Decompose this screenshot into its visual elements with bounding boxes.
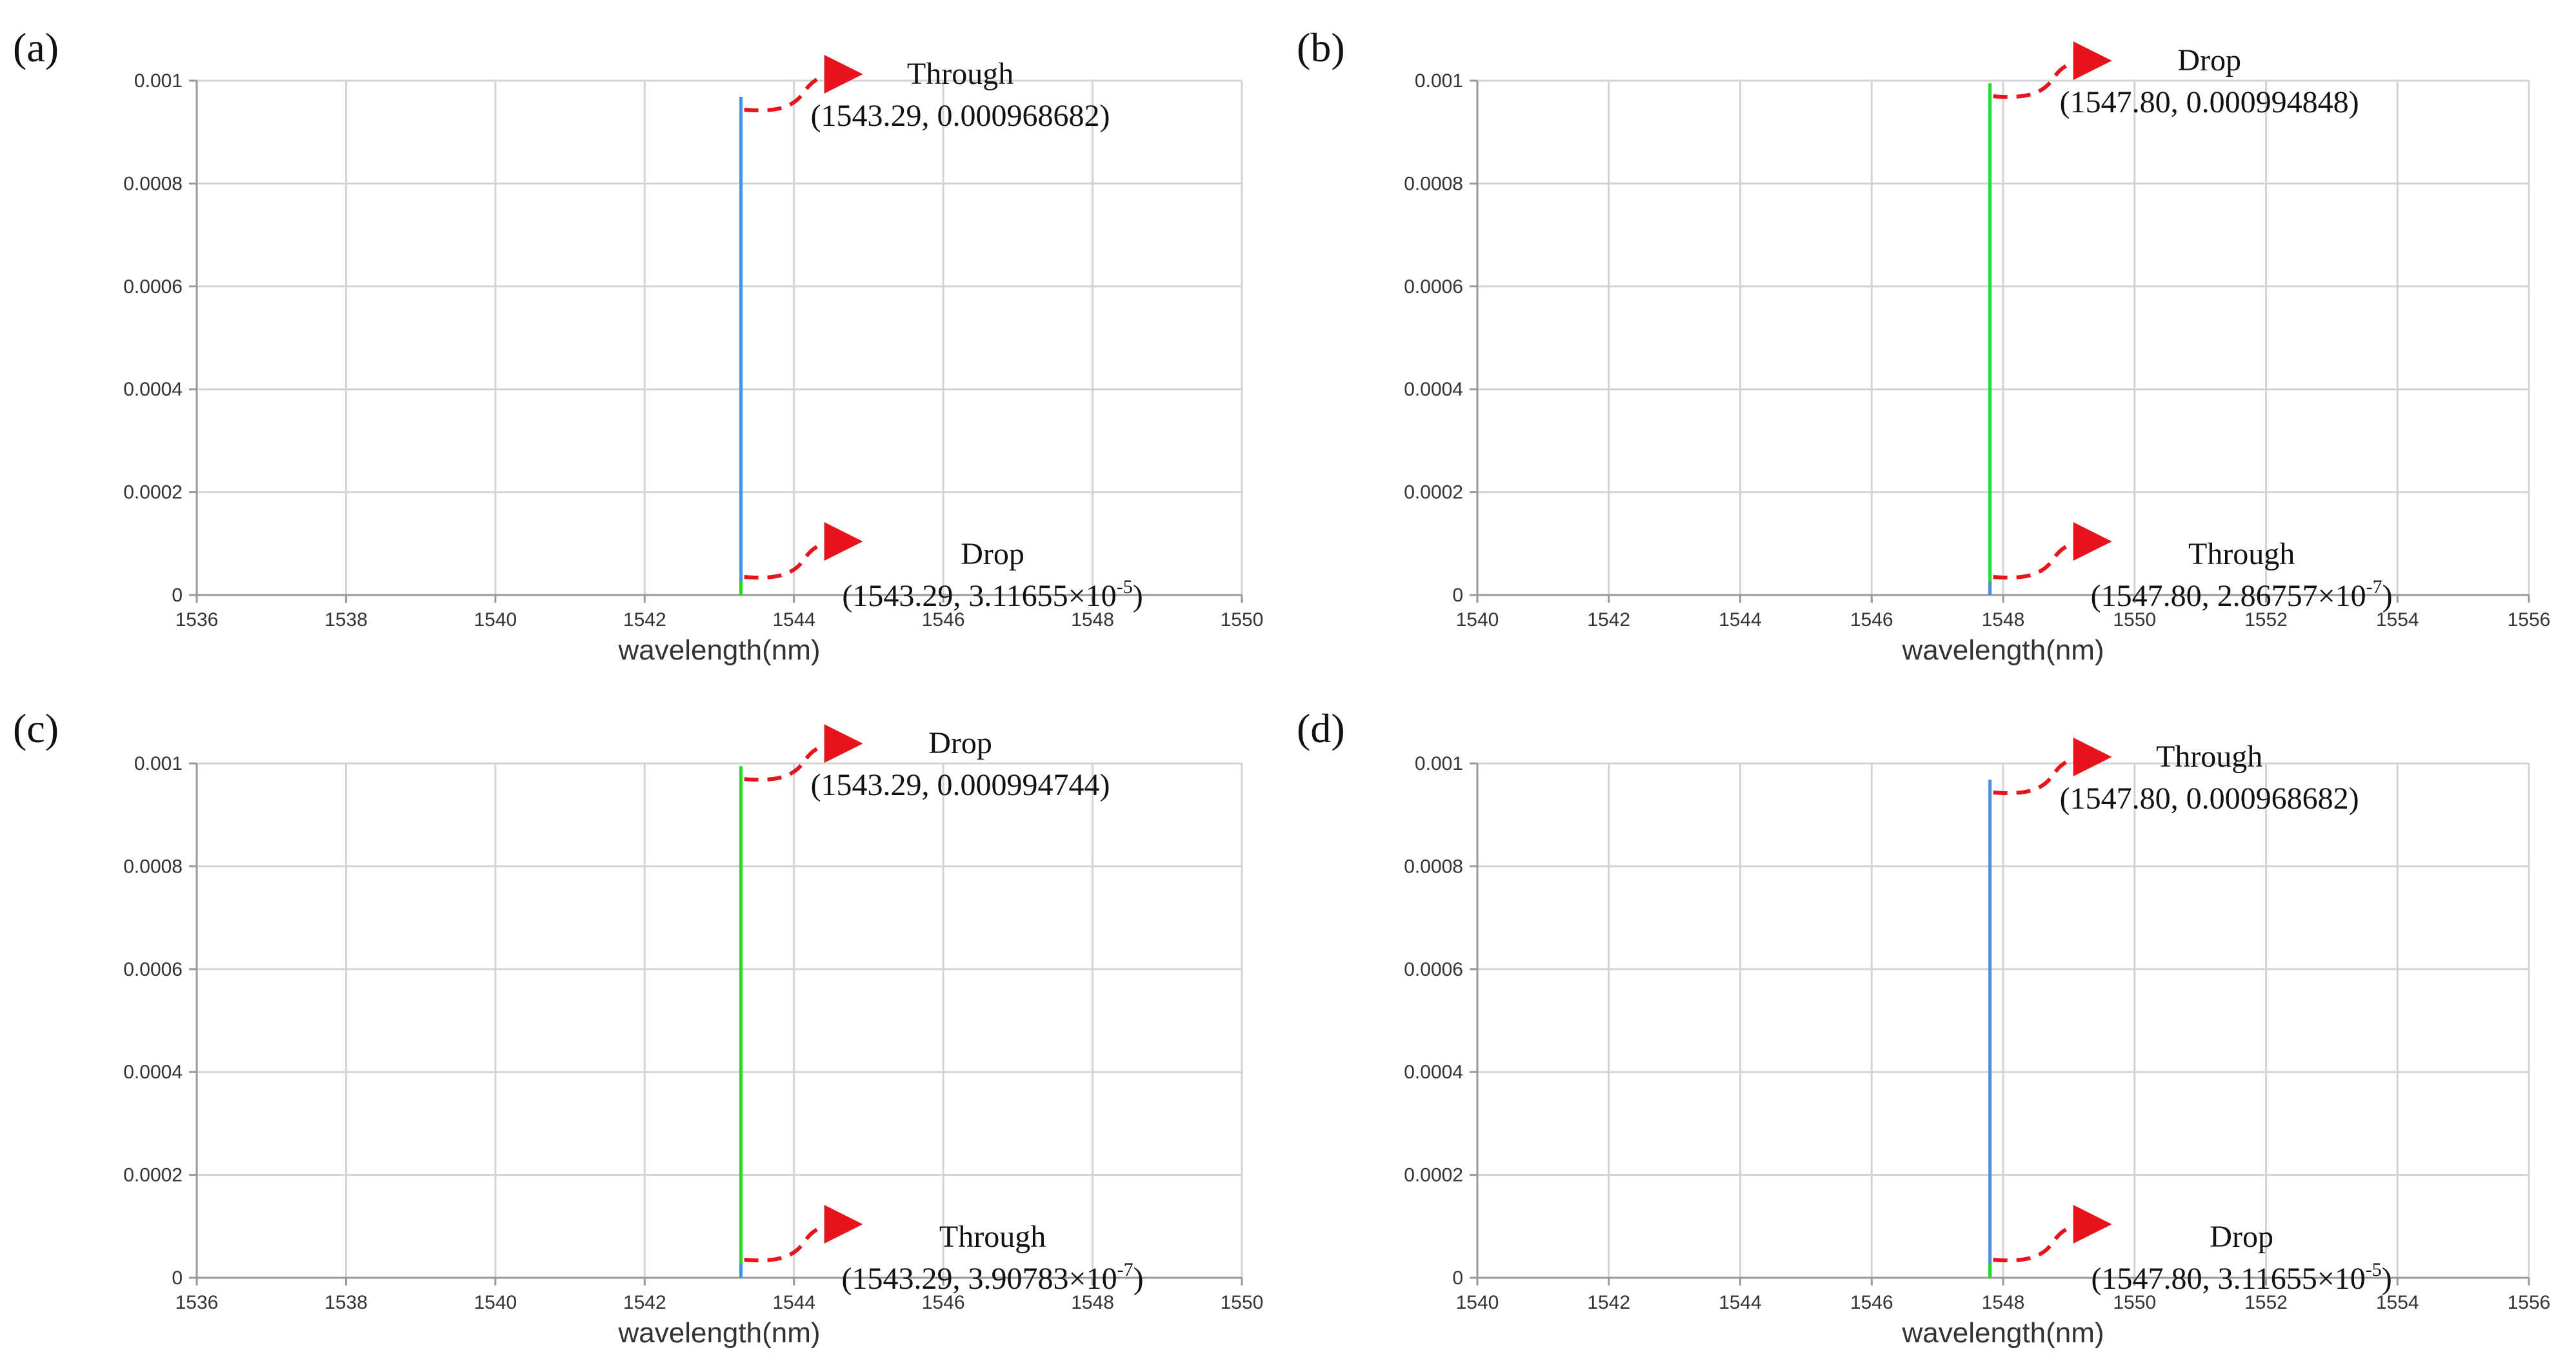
x-tick-label: 1540 [1456,609,1499,631]
annotation-label: Drop [2210,1220,2273,1254]
annotation-label: Through [939,1220,1046,1254]
x-tick-label: 1542 [623,1292,666,1313]
x-axis-title: wavelength(nm) [617,1317,820,1349]
x-tick-label: 1550 [2113,609,2156,631]
annotation-label: Drop [961,537,1024,571]
x-axis-title: wavelength(nm) [1901,1317,2104,1349]
annotation-arrow [1993,41,2112,99]
x-tick-label: 1550 [1221,609,1264,631]
y-tick-label: 0.001 [134,753,183,774]
x-tick-label: 1548 [1071,609,1114,631]
panel-label: (a) [13,25,59,70]
y-tick-label: 0.0002 [1404,1165,1463,1186]
y-tick-label: 0.0006 [1404,276,1463,298]
x-tick-label: 1546 [922,609,965,631]
y-tick-label: 0.001 [1415,70,1463,92]
annotation-coordinate: (1543.29, 3.90783×10-7) [842,1259,1144,1296]
x-tick-label: 1548 [1982,609,2025,631]
y-tick-label: 0 [172,585,183,606]
x-tick-label: 1536 [175,1292,219,1313]
x-tick-label: 1542 [1587,1292,1630,1313]
chart-panel-1: (a) 1536 1538 1540 1542 1544 1546 1548 1550 0 0.00… [13,25,1263,666]
annotation-coordinate: (1547.80, 0.000968682) [2060,782,2359,816]
y-tick-label: 0 [172,1267,183,1289]
y-tick-label: 0.0004 [1404,379,1463,400]
x-tick-label: 1548 [1982,1292,2025,1313]
y-tick-label: 0.0008 [1404,856,1463,877]
annotation-coordinate: (1547.80, 3.11655×10-5) [2091,1259,2391,1296]
annotation-label: Through [2188,537,2295,571]
chart-panel-3: (c) 1536 1538 1540 1542 1544 1546 1548 1550 0 0.00… [13,705,1263,1349]
x-tick-label: 1554 [2376,1292,2419,1313]
annotation-arrow [1993,1205,2112,1262]
x-tick-label: 1538 [324,609,368,631]
x-tick-label: 1550 [2113,1292,2156,1313]
annotation-coordinate: (1543.29, 0.000994744) [811,768,1110,802]
y-tick-label: 0.0004 [1404,1062,1463,1083]
y-tick-label: 0.0008 [1404,173,1463,194]
y-tick-label: 0.0002 [123,1165,183,1186]
x-tick-label: 1540 [1456,1292,1499,1313]
x-tick-label: 1552 [2244,1292,2288,1313]
y-tick-label: 0.0006 [123,959,183,980]
annotation-coordinate: (1543.29, 3.11655×10-5) [842,576,1143,613]
x-tick-label: 1540 [474,1292,517,1313]
annotation-arrow [1993,522,2112,580]
annotation-arrow [744,724,863,782]
x-tick-label: 1548 [1071,1292,1114,1313]
x-tick-label: 1546 [1850,609,1893,631]
y-tick-label: 0.001 [134,70,183,92]
x-tick-label: 1556 [2508,609,2551,631]
annotation-coordinate: (1543.29, 0.000968682) [811,99,1110,133]
chart-panel-2: (b) 1540 1542 1544 1546 1548 1550 1552 1554 1556 0… [1297,25,2550,666]
x-tick-label: 1556 [2508,1292,2551,1313]
chart-panel-4: (d) 1540 1542 1544 1546 1548 1550 1552 1554 1556 0… [1297,705,2550,1349]
annotation-arrow [744,522,863,580]
x-tick-label: 1546 [1850,1292,1893,1313]
x-tick-label: 1540 [474,609,517,631]
annotation-arrow [1993,737,2112,795]
annotation-coordinate: (1547.80, 2.86757×10-7) [2091,576,2393,613]
x-tick-label: 1544 [772,1292,815,1313]
x-tick-label: 1542 [1587,609,1630,631]
y-tick-label: 0.0006 [123,276,183,298]
panel-label: (c) [13,705,59,751]
annotation-label: Through [2156,740,2262,774]
annotation-label: Drop [928,726,992,760]
x-tick-label: 1544 [1719,609,1762,631]
y-tick-label: 0.0006 [1404,959,1463,980]
x-tick-label: 1536 [175,609,219,631]
y-tick-label: 0.0004 [123,379,183,400]
annotation-coordinate: (1547.80, 0.000994848) [2060,85,2359,119]
y-tick-label: 0 [1452,1267,1463,1289]
annotation-arrow [744,1205,863,1262]
panel-label: (b) [1297,25,1345,70]
x-tick-label: 1542 [623,609,666,631]
y-tick-label: 0 [1452,585,1463,606]
y-tick-label: 0.0004 [123,1062,183,1083]
x-tick-label: 1544 [772,609,815,631]
panel-label: (d) [1297,705,1345,751]
y-tick-label: 0.001 [1415,753,1463,774]
x-tick-label: 1550 [1221,1292,1264,1313]
y-tick-label: 0.0002 [123,482,183,503]
annotation-label: Drop [2177,43,2241,77]
x-tick-label: 1552 [2244,609,2288,631]
x-axis-title: wavelength(nm) [1901,634,2104,666]
annotation-arrow [744,54,863,112]
x-tick-label: 1544 [1719,1292,1762,1313]
y-tick-label: 0.0008 [123,173,183,194]
annotation-label: Through [907,57,1013,91]
x-tick-label: 1546 [922,1292,965,1313]
x-tick-label: 1554 [2376,609,2419,631]
x-tick-label: 1538 [324,1292,368,1313]
y-tick-label: 0.0002 [1404,482,1463,503]
x-axis-title: wavelength(nm) [617,634,820,666]
y-tick-label: 0.0008 [123,856,183,877]
